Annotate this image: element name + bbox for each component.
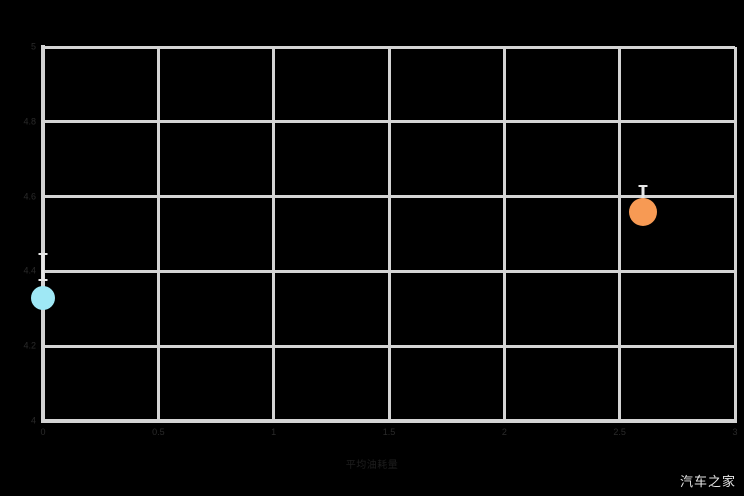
gridline-vertical	[387, 47, 391, 421]
x-tick-label: 1.5	[382, 427, 396, 437]
error-bar-cap	[638, 185, 648, 188]
gridline-horizontal	[43, 419, 735, 423]
x-tick-label: 1	[271, 427, 277, 437]
error-bar-cap	[38, 252, 48, 255]
x-tick-label: 0	[40, 427, 46, 437]
point-orange[interactable]	[628, 197, 657, 226]
point-cyan[interactable]	[31, 285, 55, 310]
x-tick-label: 2	[501, 427, 507, 437]
gridline-horizontal	[43, 344, 735, 348]
x-axis-title: 平均油耗量	[345, 460, 399, 471]
gridline-vertical	[733, 47, 737, 421]
y-tick-label: 4.2	[23, 340, 36, 351]
watermark-label: 汽车之家	[679, 475, 736, 490]
gridline-horizontal	[43, 269, 735, 273]
x-tick-label: 3	[732, 427, 738, 437]
plot-area	[31, 45, 737, 423]
gridline-horizontal	[43, 45, 735, 49]
gridline-vertical	[502, 47, 506, 421]
y-tick-label: 4	[30, 415, 36, 426]
error-bar	[641, 185, 645, 208]
y-tick-label: 5	[30, 41, 36, 52]
y-tick-label: 4.8	[23, 116, 36, 127]
y-tick-label: 4.6	[23, 191, 36, 202]
gridline-vertical	[156, 47, 160, 421]
error-bar-cap	[38, 278, 48, 281]
error-bar	[41, 252, 45, 279]
gridline-vertical	[41, 47, 45, 421]
gridline-horizontal	[43, 195, 735, 199]
gridline-horizontal	[43, 120, 735, 124]
y-axis-tick-labels: 4 4.2 4.4 4.6 4.8 5	[0, 42, 36, 425]
gridline-vertical	[618, 47, 622, 421]
gridline-vertical	[272, 47, 276, 421]
x-tick-label: 0.5	[152, 427, 165, 437]
x-tick-label: 2.5	[613, 427, 626, 437]
y-tick-label: 4.4	[23, 265, 36, 276]
